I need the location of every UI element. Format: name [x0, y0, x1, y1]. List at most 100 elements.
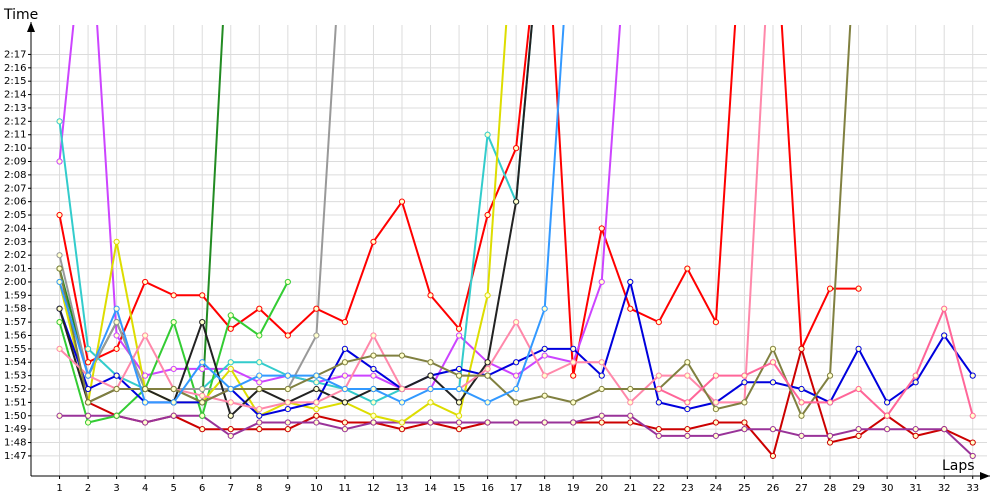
point: [769, 379, 777, 386]
point: [484, 292, 491, 299]
point: [570, 419, 577, 426]
point: [370, 372, 377, 379]
point: [969, 452, 976, 460]
point: [769, 345, 777, 352]
point: [798, 432, 805, 439]
x-tick-label: 29: [852, 483, 865, 494]
point: [113, 412, 120, 419]
x-tick-label: 23: [681, 483, 694, 494]
x-tick-label: 9: [285, 483, 291, 494]
point: [313, 332, 320, 339]
y-tick-label: 1:54: [4, 357, 26, 368]
x-tick-label: 33: [966, 483, 979, 494]
point: [712, 405, 719, 413]
point: [370, 238, 377, 245]
point: [313, 399, 320, 406]
point: [199, 365, 206, 373]
y-tick-label: 1:57: [4, 317, 26, 328]
point: [541, 392, 548, 399]
point: [398, 385, 406, 393]
point: [912, 379, 919, 386]
point: [513, 198, 520, 205]
point: [341, 345, 349, 352]
x-tick-label: 19: [567, 483, 580, 494]
point: [627, 305, 634, 312]
point: [56, 305, 63, 312]
point: [56, 118, 63, 125]
point: [826, 372, 834, 379]
point: [227, 432, 234, 439]
point: [84, 345, 92, 352]
point: [256, 426, 263, 433]
point: [256, 412, 263, 419]
y-tick-label: 1:49: [4, 424, 26, 435]
point: [84, 419, 92, 426]
point: [84, 372, 92, 379]
point: [712, 432, 719, 439]
x-tick-label: 4: [142, 483, 148, 494]
point: [655, 318, 662, 326]
point: [798, 385, 805, 393]
point: [113, 332, 120, 339]
x-tick-label: 22: [652, 483, 665, 494]
point: [227, 359, 234, 366]
x-tick-label: 31: [909, 483, 922, 494]
point: [455, 419, 463, 426]
point: [741, 372, 748, 379]
point: [826, 285, 834, 292]
point: [598, 385, 605, 393]
y-tick-label: 2:14: [4, 90, 26, 101]
y-tick-label: 2:05: [4, 210, 26, 221]
point: [341, 359, 349, 366]
point: [912, 432, 919, 439]
x-tick-label: 6: [199, 483, 205, 494]
point: [513, 399, 520, 406]
point: [684, 265, 691, 272]
x-tick-label: 13: [396, 483, 409, 494]
point: [284, 419, 291, 426]
point: [284, 332, 291, 339]
point: [398, 419, 406, 426]
point: [627, 419, 634, 426]
point: [627, 278, 634, 286]
point: [541, 352, 548, 359]
point: [313, 385, 320, 393]
point: [513, 318, 520, 326]
x-tick-label: 11: [339, 483, 352, 494]
point: [142, 419, 149, 426]
point: [570, 359, 577, 366]
y-tick-label: 2:17: [4, 49, 26, 60]
point: [427, 419, 434, 426]
point: [56, 158, 63, 165]
point: [313, 372, 320, 379]
point: [912, 426, 919, 433]
point: [684, 372, 691, 379]
x-tick-label: 25: [738, 483, 751, 494]
point: [455, 365, 463, 373]
point: [884, 426, 891, 433]
point: [855, 432, 862, 439]
point: [398, 399, 406, 406]
point: [199, 385, 206, 393]
point: [712, 318, 719, 326]
point: [170, 292, 177, 299]
point: [741, 419, 748, 426]
point: [199, 426, 206, 433]
x-tick-label: 3: [113, 483, 119, 494]
point: [484, 365, 491, 373]
point: [256, 385, 263, 393]
point: [826, 439, 834, 446]
point: [769, 452, 777, 460]
point: [798, 412, 805, 419]
point: [313, 379, 320, 386]
y-tick-label: 2:10: [4, 143, 26, 154]
point: [741, 379, 748, 386]
point: [113, 385, 120, 393]
point: [341, 318, 349, 326]
point: [84, 385, 92, 393]
point: [541, 419, 548, 426]
point: [113, 318, 120, 326]
y-tick-label: 2:06: [4, 197, 26, 208]
x-tick-label: 32: [938, 483, 951, 494]
point: [455, 372, 463, 379]
